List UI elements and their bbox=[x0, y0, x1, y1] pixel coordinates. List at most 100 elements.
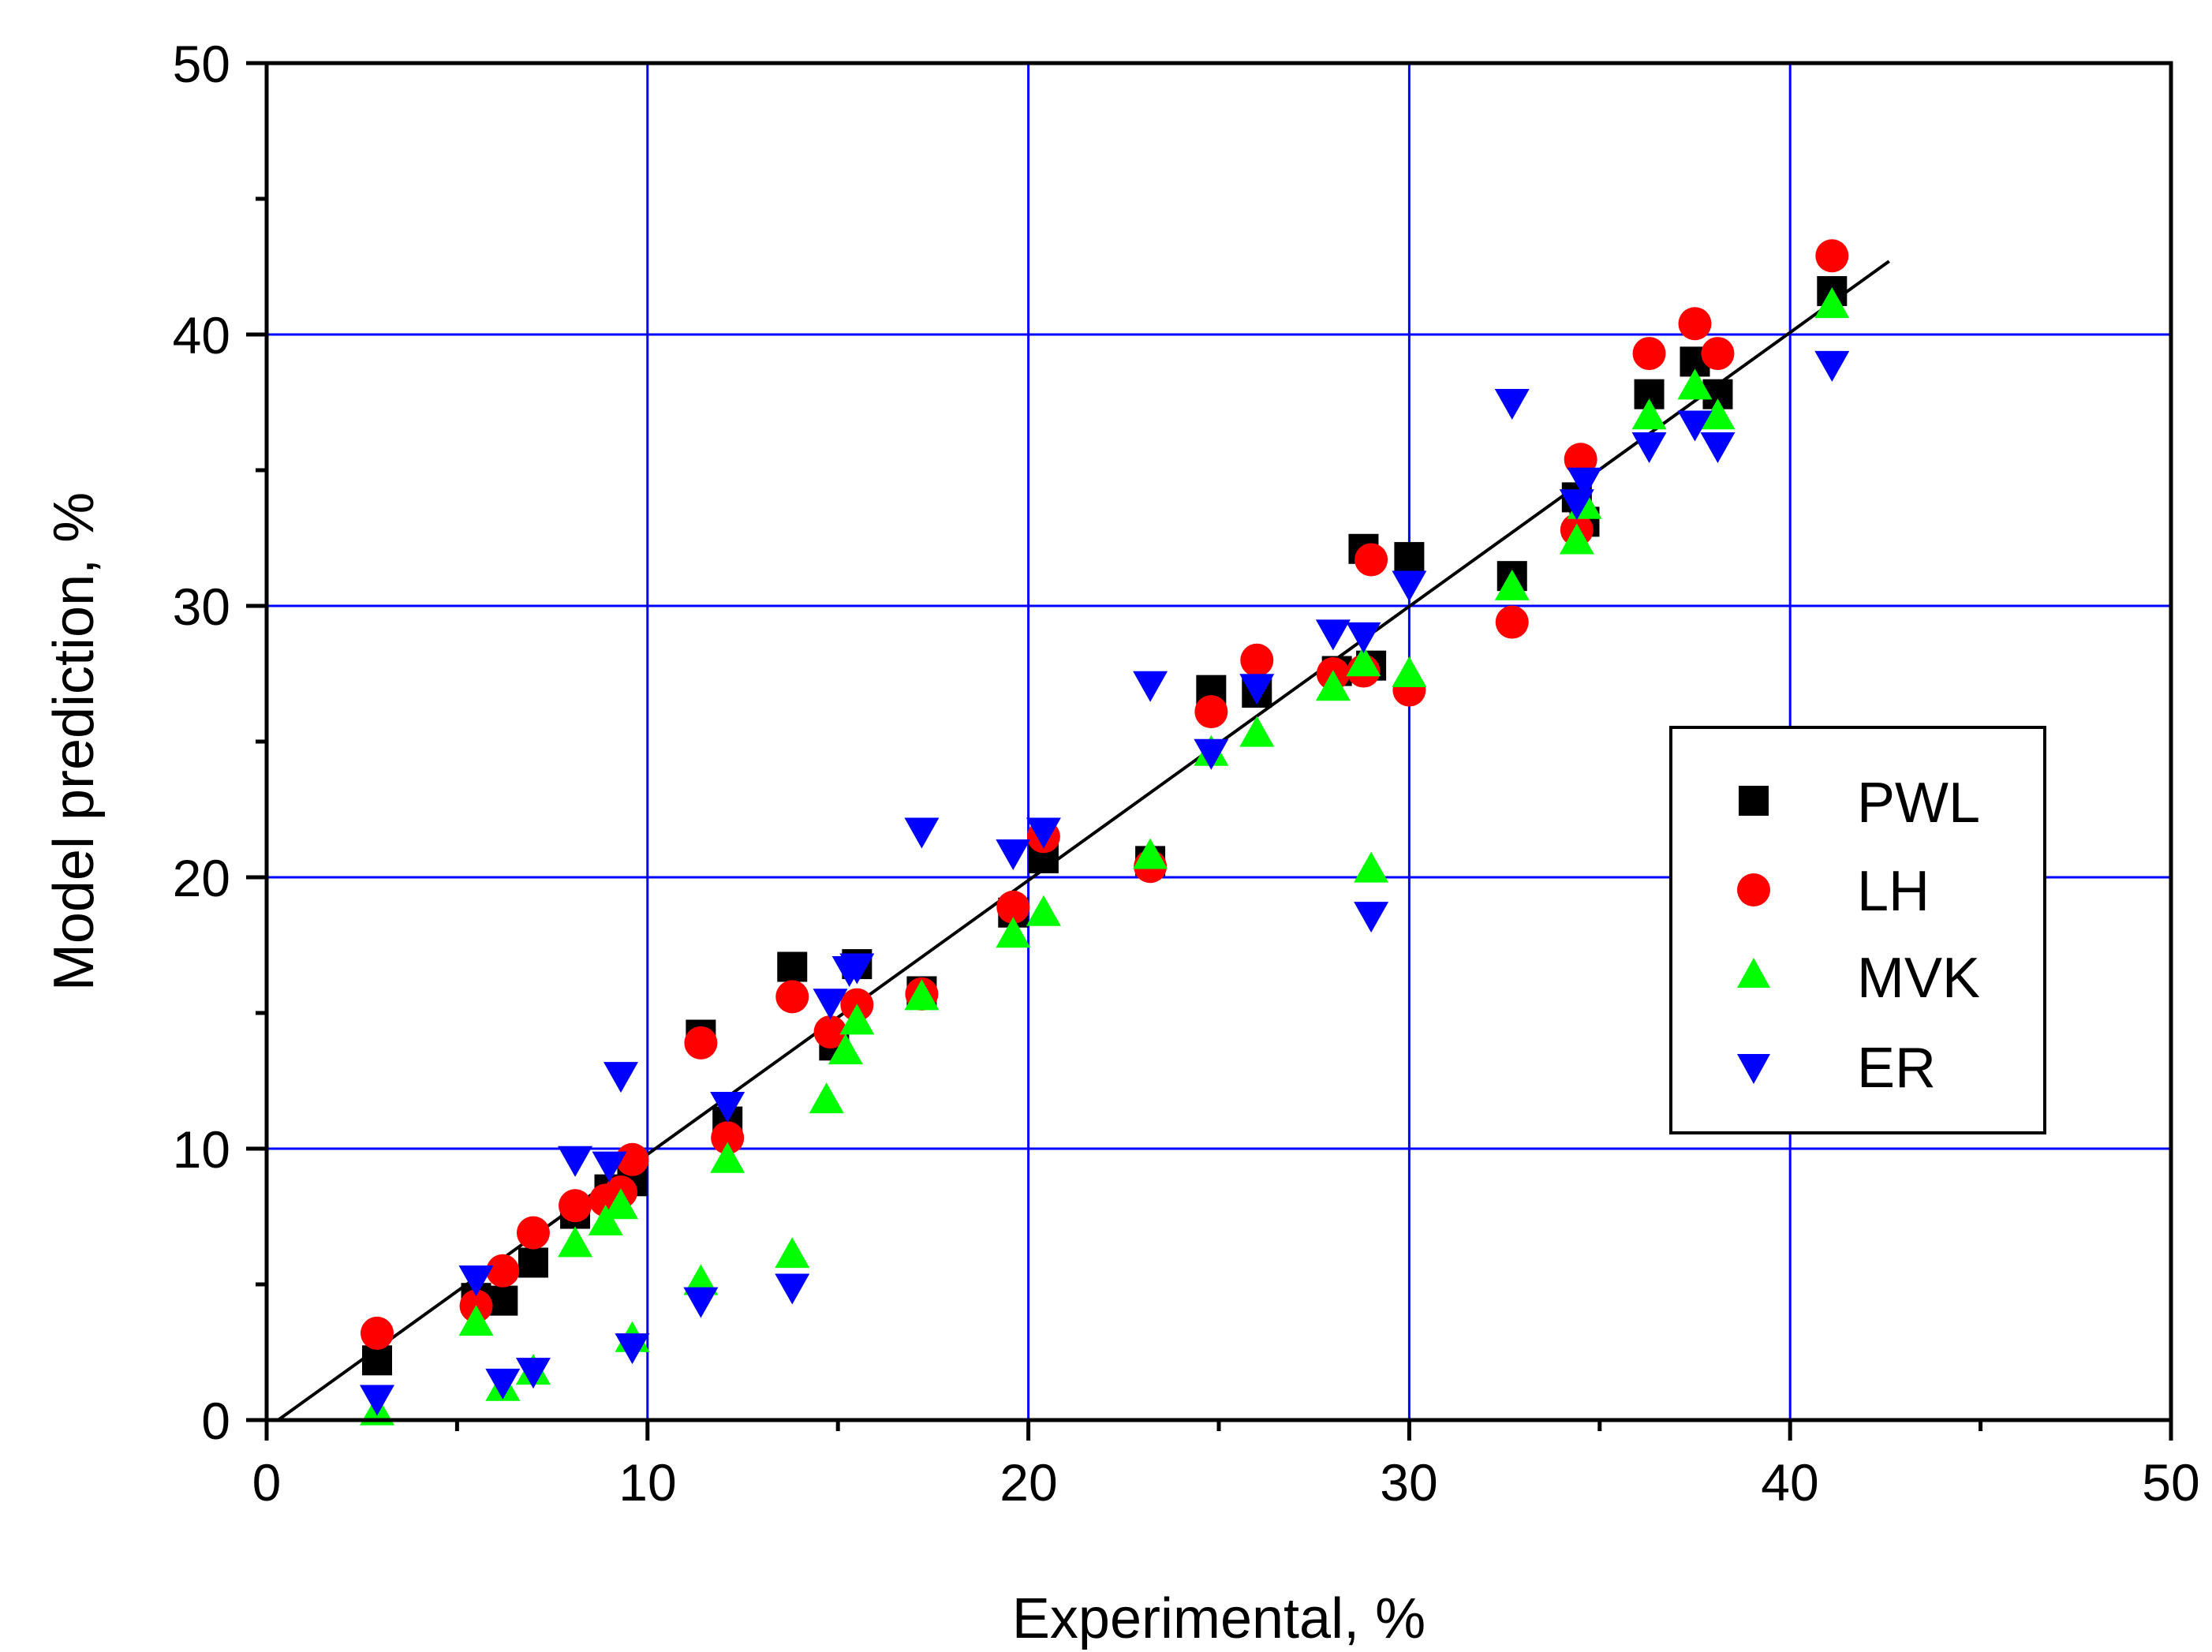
point-lh-18 bbox=[1240, 643, 1274, 677]
point-lh-0 bbox=[361, 1316, 394, 1350]
point-pwl-3 bbox=[518, 1247, 548, 1278]
point-pwl-2 bbox=[488, 1285, 518, 1316]
point-lh-10 bbox=[775, 980, 809, 1014]
point-mvk-4 bbox=[558, 1226, 593, 1258]
point-lh-21 bbox=[1354, 543, 1388, 577]
point-lh-3 bbox=[516, 1216, 550, 1250]
point-er-7 bbox=[615, 1333, 650, 1365]
point-mvk-27 bbox=[1631, 398, 1667, 430]
point-er-5 bbox=[592, 1151, 627, 1183]
legend-marker-mvk bbox=[1737, 958, 1770, 988]
y-axis-title: Model prediction, % bbox=[43, 492, 106, 991]
point-er-10 bbox=[775, 1273, 810, 1305]
point-er-8 bbox=[683, 1287, 719, 1318]
point-er-18 bbox=[1194, 738, 1229, 770]
x-tick-label-0: 0 bbox=[252, 1453, 282, 1512]
point-mvk-29 bbox=[1700, 398, 1736, 430]
point-er-19 bbox=[1239, 674, 1275, 705]
point-mvk-25 bbox=[1559, 523, 1594, 555]
point-lh-17 bbox=[1194, 695, 1228, 729]
point-er-2 bbox=[485, 1368, 521, 1400]
y-tick-label-40: 40 bbox=[173, 306, 230, 364]
point-mvk-5 bbox=[588, 1204, 623, 1235]
legend-marker-er bbox=[1737, 1054, 1770, 1084]
x-tick-label-30: 30 bbox=[1380, 1453, 1437, 1512]
point-er-15 bbox=[996, 839, 1031, 871]
point-mvk-28 bbox=[1677, 368, 1713, 400]
point-er-0 bbox=[360, 1385, 395, 1416]
point-er-26 bbox=[1567, 467, 1602, 499]
point-er-1 bbox=[458, 1265, 494, 1297]
point-mvk-24 bbox=[1494, 569, 1530, 600]
point-er-27 bbox=[1631, 432, 1667, 464]
point-er-3 bbox=[515, 1358, 551, 1389]
point-lh-4 bbox=[559, 1189, 592, 1223]
point-mvk-13 bbox=[839, 1004, 875, 1035]
point-er-30 bbox=[1814, 350, 1850, 382]
point-er-9 bbox=[710, 1091, 745, 1123]
legend-marker-pwl bbox=[1739, 786, 1769, 816]
point-lh-2 bbox=[486, 1254, 520, 1288]
point-er-29 bbox=[1700, 432, 1736, 464]
point-er-11 bbox=[813, 989, 848, 1020]
legend-box bbox=[1669, 726, 2046, 1134]
point-lh-27 bbox=[1678, 307, 1712, 341]
point-mvk-15 bbox=[996, 917, 1031, 948]
point-mvk-22 bbox=[1354, 851, 1389, 883]
point-mvk-17 bbox=[1133, 838, 1168, 869]
point-mvk-14 bbox=[904, 979, 940, 1011]
data-markers bbox=[360, 239, 1850, 1426]
y-tick-label-10: 10 bbox=[173, 1120, 230, 1179]
point-mvk-19 bbox=[1239, 716, 1275, 747]
point-er-16 bbox=[1026, 817, 1061, 849]
point-mvk-20 bbox=[1315, 670, 1351, 701]
point-er-21 bbox=[1346, 622, 1381, 653]
point-lh-14 bbox=[996, 890, 1030, 924]
point-lh-11 bbox=[813, 1015, 847, 1049]
point-lh-7 bbox=[615, 1142, 649, 1176]
point-mvk-30 bbox=[1814, 287, 1850, 319]
legend-marker-lh bbox=[1737, 873, 1770, 906]
legend-label-er: ER bbox=[1857, 1037, 1936, 1100]
point-lh-9 bbox=[711, 1121, 745, 1155]
x-tick-label-50: 50 bbox=[2142, 1453, 2199, 1512]
point-lh-25 bbox=[1564, 443, 1597, 477]
x-tick-label-10: 10 bbox=[618, 1453, 676, 1512]
legend-label-pwl: PWL bbox=[1857, 772, 1980, 835]
legend: PWL LH MVK ER bbox=[1669, 726, 2046, 1134]
y-tick-label-20: 20 bbox=[173, 849, 230, 907]
point-lh-8 bbox=[684, 1026, 718, 1060]
point-mvk-9 bbox=[710, 1142, 745, 1173]
point-mvk-10 bbox=[775, 1237, 810, 1269]
point-mvk-12 bbox=[828, 1033, 863, 1065]
point-er-20 bbox=[1315, 619, 1351, 651]
point-er-25 bbox=[1559, 489, 1594, 521]
point-mvk-1 bbox=[458, 1305, 494, 1336]
point-er-13 bbox=[839, 953, 875, 985]
point-er-22 bbox=[1354, 902, 1389, 933]
point-er-14 bbox=[904, 817, 940, 849]
y-tick-label-30: 30 bbox=[173, 577, 230, 636]
point-lh-26 bbox=[1632, 337, 1666, 371]
legend-label-lh: LH bbox=[1857, 860, 1930, 923]
point-mvk-23 bbox=[1392, 656, 1427, 687]
x-tick-label-20: 20 bbox=[1000, 1453, 1057, 1512]
x-tick-label-40: 40 bbox=[1761, 1453, 1818, 1512]
y-tick-label-50: 50 bbox=[173, 35, 230, 93]
point-pwl-9 bbox=[777, 951, 808, 982]
point-lh-23 bbox=[1495, 605, 1529, 639]
point-er-24 bbox=[1494, 389, 1530, 420]
point-mvk-11 bbox=[809, 1082, 844, 1114]
point-pwl-0 bbox=[362, 1345, 393, 1376]
point-er-4 bbox=[558, 1146, 593, 1177]
legend-label-mvk: MVK bbox=[1857, 947, 1980, 1010]
point-er-28 bbox=[1677, 410, 1713, 442]
axis-ticks bbox=[246, 61, 2173, 1441]
x-axis-title: Experimental, % bbox=[1012, 1587, 1425, 1650]
point-lh-28 bbox=[1701, 337, 1735, 371]
point-er-23 bbox=[1392, 570, 1427, 602]
point-lh-29 bbox=[1815, 239, 1849, 273]
point-mvk-6 bbox=[603, 1188, 639, 1220]
point-mvk-21 bbox=[1346, 645, 1381, 677]
point-pwl-21 bbox=[1394, 542, 1425, 573]
